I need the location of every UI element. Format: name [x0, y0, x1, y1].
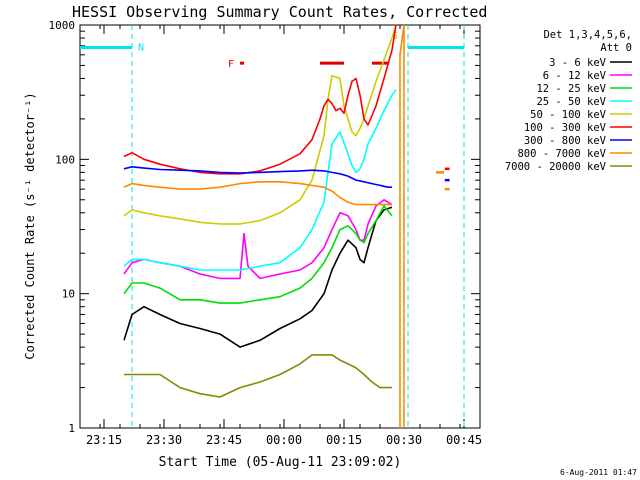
legend-entry-label: 7000 - 20000 keV: [505, 161, 607, 173]
legend-entry-label: 800 - 7000 keV: [517, 148, 606, 160]
legend-entry-label: 300 - 800 keV: [524, 135, 607, 147]
footer-date: 6-Aug-2011 01:47: [560, 468, 637, 477]
y-axis-ticks: 1 10 100 1000: [49, 19, 480, 435]
plot-frame: [79, 24, 481, 429]
series-line-4: [123, 24, 397, 225]
legend-entry-label: 6 - 12 keV: [543, 70, 607, 82]
legend-entry-label: 12 - 25 keV: [536, 83, 606, 95]
series-line-5: [123, 24, 397, 175]
legend-entry-label: 25 - 50 keV: [536, 96, 606, 108]
x-axis-label: Start Time (05-Aug-11 23:09:02): [159, 455, 402, 470]
attenuator-trace: [399, 24, 405, 428]
series-line-7: [123, 181, 392, 206]
y-tick-label: 1: [68, 422, 75, 435]
chart-title: HESSI Observing Summary Count Rates, Cor…: [72, 3, 487, 21]
x-tick-label: 00:45: [446, 433, 482, 447]
x-tick-label: 23:15: [86, 433, 122, 447]
legend-entry-label: 100 - 300 keV: [524, 122, 607, 134]
legend-title-line: Att 0: [600, 42, 632, 54]
y-tick-label: 10: [62, 288, 75, 301]
y-tick-label: 1000: [49, 19, 76, 32]
flare-flag-label: F: [228, 59, 234, 70]
x-tick-label: 23:30: [146, 433, 182, 447]
night-label: N: [138, 42, 144, 53]
series-line-0: [123, 206, 393, 348]
y-axis-label: Corrected Count Rate (s⁻¹ detector⁻¹): [23, 92, 37, 359]
series-line-2: [123, 205, 393, 304]
legend-title-line: Det 1,3,4,5,6,: [543, 29, 632, 41]
saa-label: S: [392, 31, 398, 42]
y-tick-label: 100: [55, 153, 75, 166]
x-tick-label: 00:30: [386, 433, 422, 447]
x-tick-label: 23:45: [206, 433, 242, 447]
x-tick-label: 00:15: [326, 433, 362, 447]
x-tick-label: 00:00: [266, 433, 302, 447]
series-line-8: [124, 354, 392, 398]
legend-entry-label: 50 - 100 keV: [530, 109, 607, 121]
legend-entry-label: 3 - 6 keV: [549, 57, 607, 69]
x-axis-ticks: 23:15 23:30 23:45 00:00 00:15 00:30 00:45: [79, 25, 482, 447]
series-line-6: [123, 166, 392, 188]
series-lines: [123, 24, 450, 428]
status-markers: N F S: [80, 25, 465, 428]
